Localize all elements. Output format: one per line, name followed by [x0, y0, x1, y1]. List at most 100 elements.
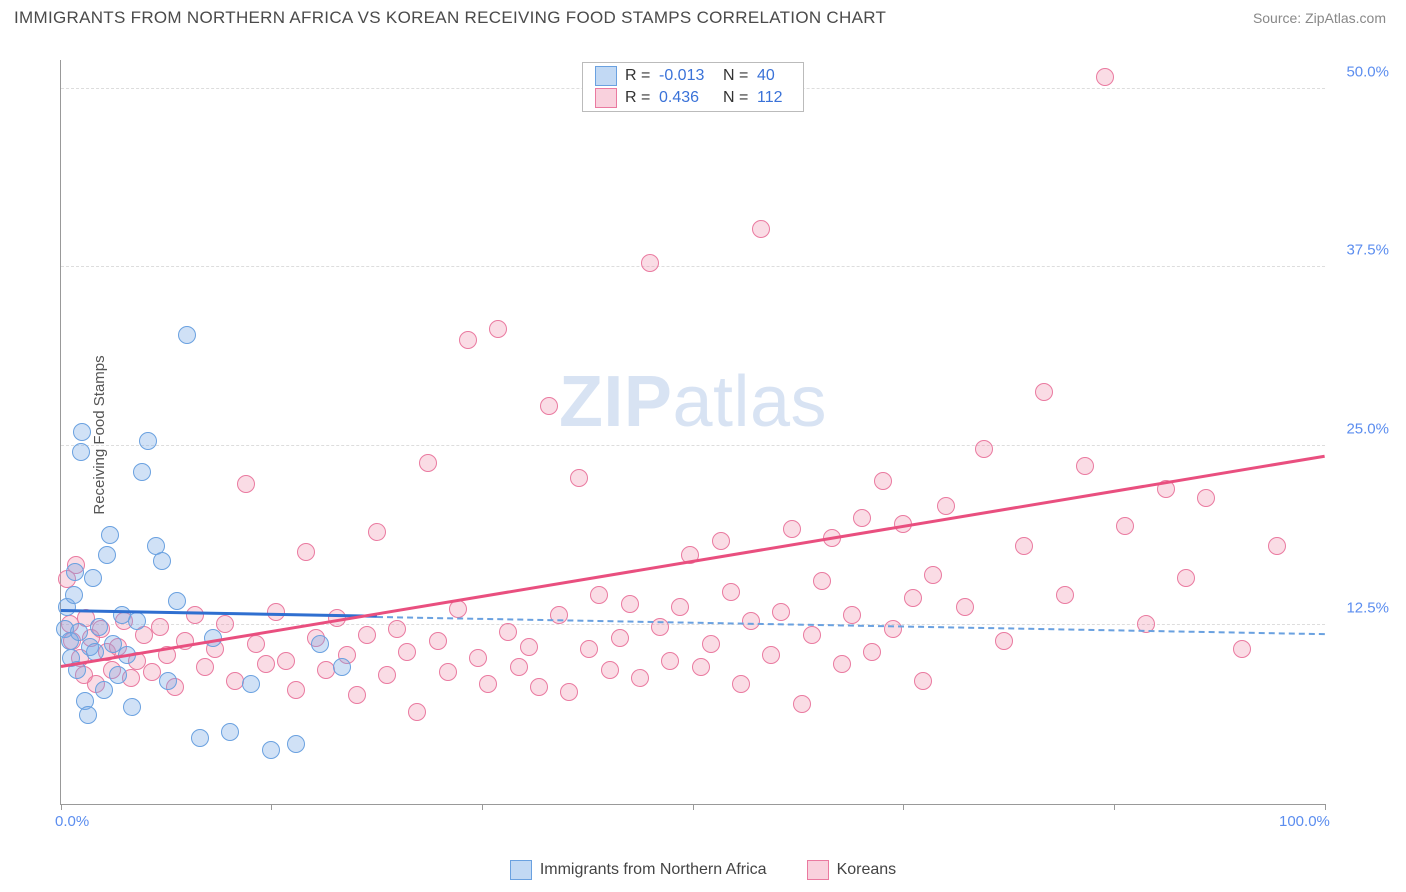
- scatter-point: [348, 686, 366, 704]
- stat-n-pink: 112: [757, 89, 791, 107]
- scatter-point: [1116, 517, 1134, 535]
- scatter-point: [924, 566, 942, 584]
- scatter-point: [79, 706, 97, 724]
- scatter-point: [1197, 489, 1215, 507]
- source-prefix: Source:: [1253, 10, 1305, 26]
- y-tick-label: 25.0%: [1346, 421, 1389, 438]
- legend-swatch-pink-icon: [807, 860, 829, 880]
- stat-n-label: N =: [723, 89, 749, 107]
- stat-r-pink: 0.436: [659, 89, 715, 107]
- scatter-point: [874, 472, 892, 490]
- scatter-point: [196, 658, 214, 676]
- scatter-point: [956, 598, 974, 616]
- watermark-rest: atlas: [672, 362, 827, 442]
- x-tick-mark: [1325, 804, 1326, 810]
- scatter-point: [937, 497, 955, 515]
- scatter-point: [884, 620, 902, 638]
- scatter-point: [419, 454, 437, 472]
- scatter-point: [722, 583, 740, 601]
- scatter-point: [975, 440, 993, 458]
- scatter-point: [90, 618, 108, 636]
- scatter-point: [489, 320, 507, 338]
- scatter-point: [139, 432, 157, 450]
- stat-n-label: N =: [723, 67, 749, 85]
- scatter-point: [216, 615, 234, 633]
- scatter-point: [590, 586, 608, 604]
- stat-n-blue: 40: [757, 67, 791, 85]
- x-tick-mark: [903, 804, 904, 810]
- scatter-point: [499, 623, 517, 641]
- scatter-point: [98, 546, 116, 564]
- scatter-point: [84, 569, 102, 587]
- scatter-point: [853, 509, 871, 527]
- legend-label-pink: Koreans: [837, 861, 897, 879]
- scatter-point: [95, 681, 113, 699]
- scatter-point: [1015, 537, 1033, 555]
- stats-row-pink: R = 0.436 N = 112: [583, 87, 803, 109]
- scatter-point: [671, 598, 689, 616]
- scatter-point: [72, 443, 90, 461]
- scatter-point: [186, 606, 204, 624]
- scatter-point: [803, 626, 821, 644]
- scatter-point: [191, 729, 209, 747]
- x-tick-mark: [482, 804, 483, 810]
- x-tick-mark: [1114, 804, 1115, 810]
- scatter-point: [247, 635, 265, 653]
- scatter-point: [459, 331, 477, 349]
- source-name: ZipAtlas.com: [1305, 10, 1386, 26]
- scatter-point: [742, 612, 760, 630]
- scatter-point: [101, 526, 119, 544]
- scatter-point: [178, 326, 196, 344]
- scatter-point: [73, 423, 91, 441]
- scatter-point: [712, 532, 730, 550]
- scatter-point: [580, 640, 598, 658]
- scatter-point: [168, 592, 186, 610]
- scatter-point: [153, 552, 171, 570]
- scatter-point: [550, 606, 568, 624]
- gridline-h: [61, 445, 1325, 446]
- scatter-point: [469, 649, 487, 667]
- scatter-point: [793, 695, 811, 713]
- y-tick-label: 12.5%: [1346, 600, 1389, 617]
- scatter-point: [560, 683, 578, 701]
- legend-item-blue: Immigrants from Northern Africa: [510, 860, 767, 880]
- scatter-point: [995, 632, 1013, 650]
- scatter-point: [1233, 640, 1251, 658]
- scatter-point: [388, 620, 406, 638]
- scatter-point: [133, 463, 151, 481]
- scatter-point: [520, 638, 538, 656]
- scatter-point: [378, 666, 396, 684]
- legend-label-blue: Immigrants from Northern Africa: [540, 861, 767, 879]
- scatter-point: [843, 606, 861, 624]
- scatter-point: [1096, 68, 1114, 86]
- stat-r-label: R =: [625, 67, 651, 85]
- scatter-point: [128, 612, 146, 630]
- scatter-point: [398, 643, 416, 661]
- swatch-blue-icon: [595, 66, 617, 86]
- scatter-point: [530, 678, 548, 696]
- scatter-point: [123, 698, 141, 716]
- scatter-point: [783, 520, 801, 538]
- scatter-point: [287, 735, 305, 753]
- gridline-h: [61, 266, 1325, 267]
- scatter-point: [109, 666, 127, 684]
- scatter-point: [631, 669, 649, 687]
- scatter-point: [262, 741, 280, 759]
- x-tick-mark: [693, 804, 694, 810]
- scatter-point: [641, 254, 659, 272]
- scatter-point: [914, 672, 932, 690]
- scatter-point: [1268, 537, 1286, 555]
- y-tick-label: 50.0%: [1346, 63, 1389, 80]
- scatter-point: [277, 652, 295, 670]
- x-tick-label: 100.0%: [1279, 813, 1330, 830]
- scatter-point: [143, 663, 161, 681]
- scatter-point: [772, 603, 790, 621]
- scatter-point: [621, 595, 639, 613]
- scatter-point: [237, 475, 255, 493]
- x-axis-legend: Immigrants from Northern Africa Koreans: [0, 860, 1406, 880]
- scatter-point: [368, 523, 386, 541]
- scatter-point: [65, 586, 83, 604]
- scatter-point: [540, 397, 558, 415]
- watermark-zip: ZIP: [559, 362, 673, 442]
- scatter-point: [1035, 383, 1053, 401]
